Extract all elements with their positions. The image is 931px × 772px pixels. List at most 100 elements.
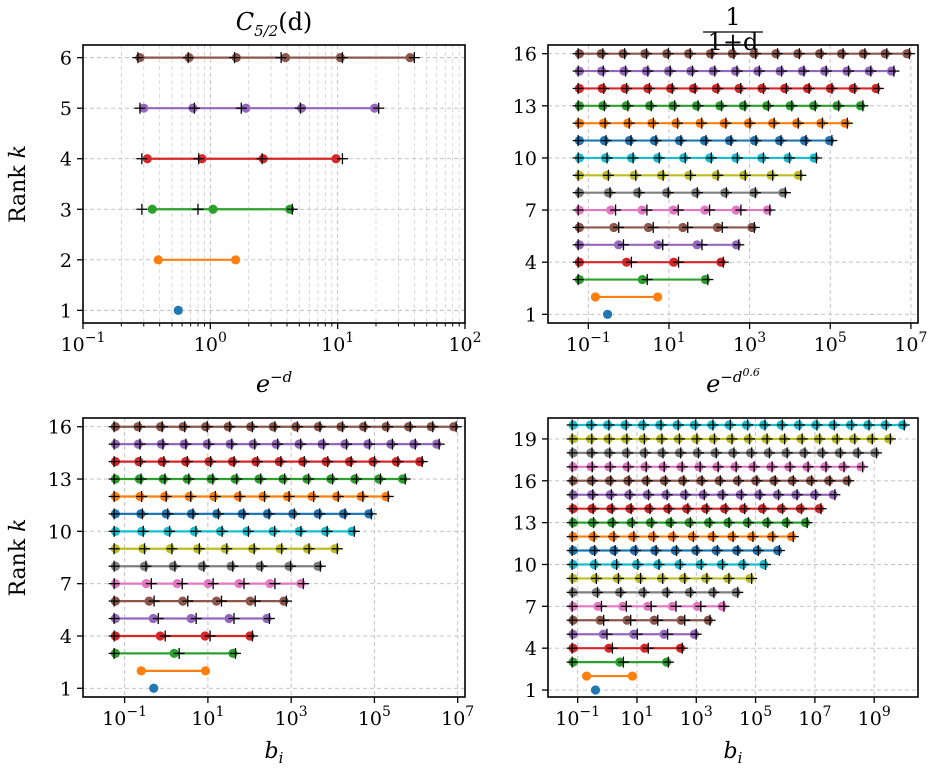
cross-marker: [758, 503, 770, 515]
cross-marker: [746, 572, 758, 584]
cross-marker: [698, 489, 710, 501]
cross-marker: [280, 595, 292, 607]
cross-marker: [763, 447, 775, 459]
cross-marker: [249, 595, 261, 607]
cross-marker: [603, 433, 615, 445]
cross-marker: [332, 490, 344, 502]
cross-marker: [730, 461, 742, 473]
cross-marker: [600, 135, 612, 147]
cross-marker: [331, 543, 343, 555]
row-k13: [566, 517, 813, 529]
cross-marker: [714, 475, 726, 487]
cross-marker: [881, 48, 893, 60]
row-k20: [566, 419, 910, 431]
cross-marker: [794, 419, 806, 431]
cross-marker: [132, 52, 144, 64]
cross-marker: [382, 490, 394, 502]
cross-marker: [597, 65, 609, 77]
cross-marker: [684, 517, 696, 529]
cross-marker: [791, 489, 803, 501]
cross-marker: [682, 503, 694, 515]
panel-exponential: 10−1 101 103 105 107 1 4 7 10 13 16 e−d Rank k bi: [6, 368, 474, 767]
cross-marker: [246, 421, 258, 433]
cross-marker: [852, 447, 864, 459]
cross-marker: [248, 543, 260, 555]
cross-marker: [314, 508, 326, 520]
cross-marker: [728, 48, 740, 60]
cross-marker: [173, 647, 185, 659]
cross-marker: [630, 169, 642, 181]
cross-marker: [203, 438, 215, 450]
cross-marker: [752, 545, 764, 557]
cross-marker: [626, 517, 638, 529]
cross-marker: [229, 647, 241, 659]
data-point: [200, 666, 211, 676]
row-k15: [572, 65, 900, 77]
y-tick-label: 4: [60, 149, 72, 171]
cross-marker: [359, 421, 371, 433]
cross-marker: [604, 447, 616, 459]
cross-marker: [712, 82, 724, 94]
cross-marker: [838, 461, 850, 473]
cross-marker: [108, 560, 120, 572]
cross-marker: [793, 48, 805, 60]
cross-marker: [708, 586, 720, 598]
cross-marker: [216, 525, 228, 537]
row-k9: [108, 543, 343, 555]
cross-marker: [587, 475, 599, 487]
cross-marker: [249, 438, 261, 450]
cross-marker: [668, 531, 680, 543]
y-ticks: 1 4 7 10 13 16 19: [513, 429, 548, 702]
cross-marker: [662, 187, 674, 199]
cross-marker: [696, 239, 708, 251]
cross-marker: [193, 153, 205, 165]
cross-marker: [276, 543, 288, 555]
x-tick-label: 105: [739, 704, 772, 730]
cross-marker: [252, 456, 264, 468]
cross-marker: [298, 456, 310, 468]
cross-marker: [566, 600, 578, 612]
cross-marker: [572, 274, 584, 286]
cross-marker: [712, 169, 724, 181]
cross-marker: [639, 447, 651, 459]
cross-marker: [662, 656, 674, 668]
cross-marker: [696, 475, 708, 487]
cross-marker: [263, 508, 275, 520]
y-tick-label: 4: [525, 638, 537, 660]
cross-marker: [810, 489, 822, 501]
cross-marker: [680, 489, 692, 501]
y-tick-label: 13: [513, 513, 537, 535]
cross-marker: [228, 456, 240, 468]
cross-marker: [169, 560, 181, 572]
cross-marker: [748, 221, 760, 233]
cross-marker: [612, 572, 624, 584]
cross-marker: [669, 100, 681, 112]
cross-marker: [781, 517, 793, 529]
cross-marker: [566, 531, 578, 543]
cross-marker: [433, 438, 445, 450]
cross-marker: [108, 438, 120, 450]
cross-marker: [648, 531, 660, 543]
cross-marker: [572, 135, 584, 147]
row-k17: [566, 461, 869, 473]
cross-marker: [427, 421, 439, 433]
cross-marker: [180, 438, 192, 450]
cross-marker: [664, 65, 676, 77]
cross-marker: [631, 628, 643, 640]
y-tick-label: 4: [60, 626, 72, 648]
cross-marker: [108, 490, 120, 502]
cross-marker: [641, 48, 653, 60]
y-axis-label: Rank k: [6, 145, 31, 223]
cross-marker: [399, 473, 411, 485]
cross-marker: [238, 578, 250, 590]
data-point: [153, 255, 163, 265]
x-tick-label: 101: [620, 704, 653, 730]
cross-marker: [705, 152, 717, 164]
panel-title: C5/2(d): [236, 8, 313, 40]
cross-marker: [572, 204, 584, 216]
cross-marker: [221, 543, 233, 555]
cross-marker: [795, 169, 807, 181]
cross-marker: [661, 489, 673, 501]
cross-marker: [586, 419, 598, 431]
